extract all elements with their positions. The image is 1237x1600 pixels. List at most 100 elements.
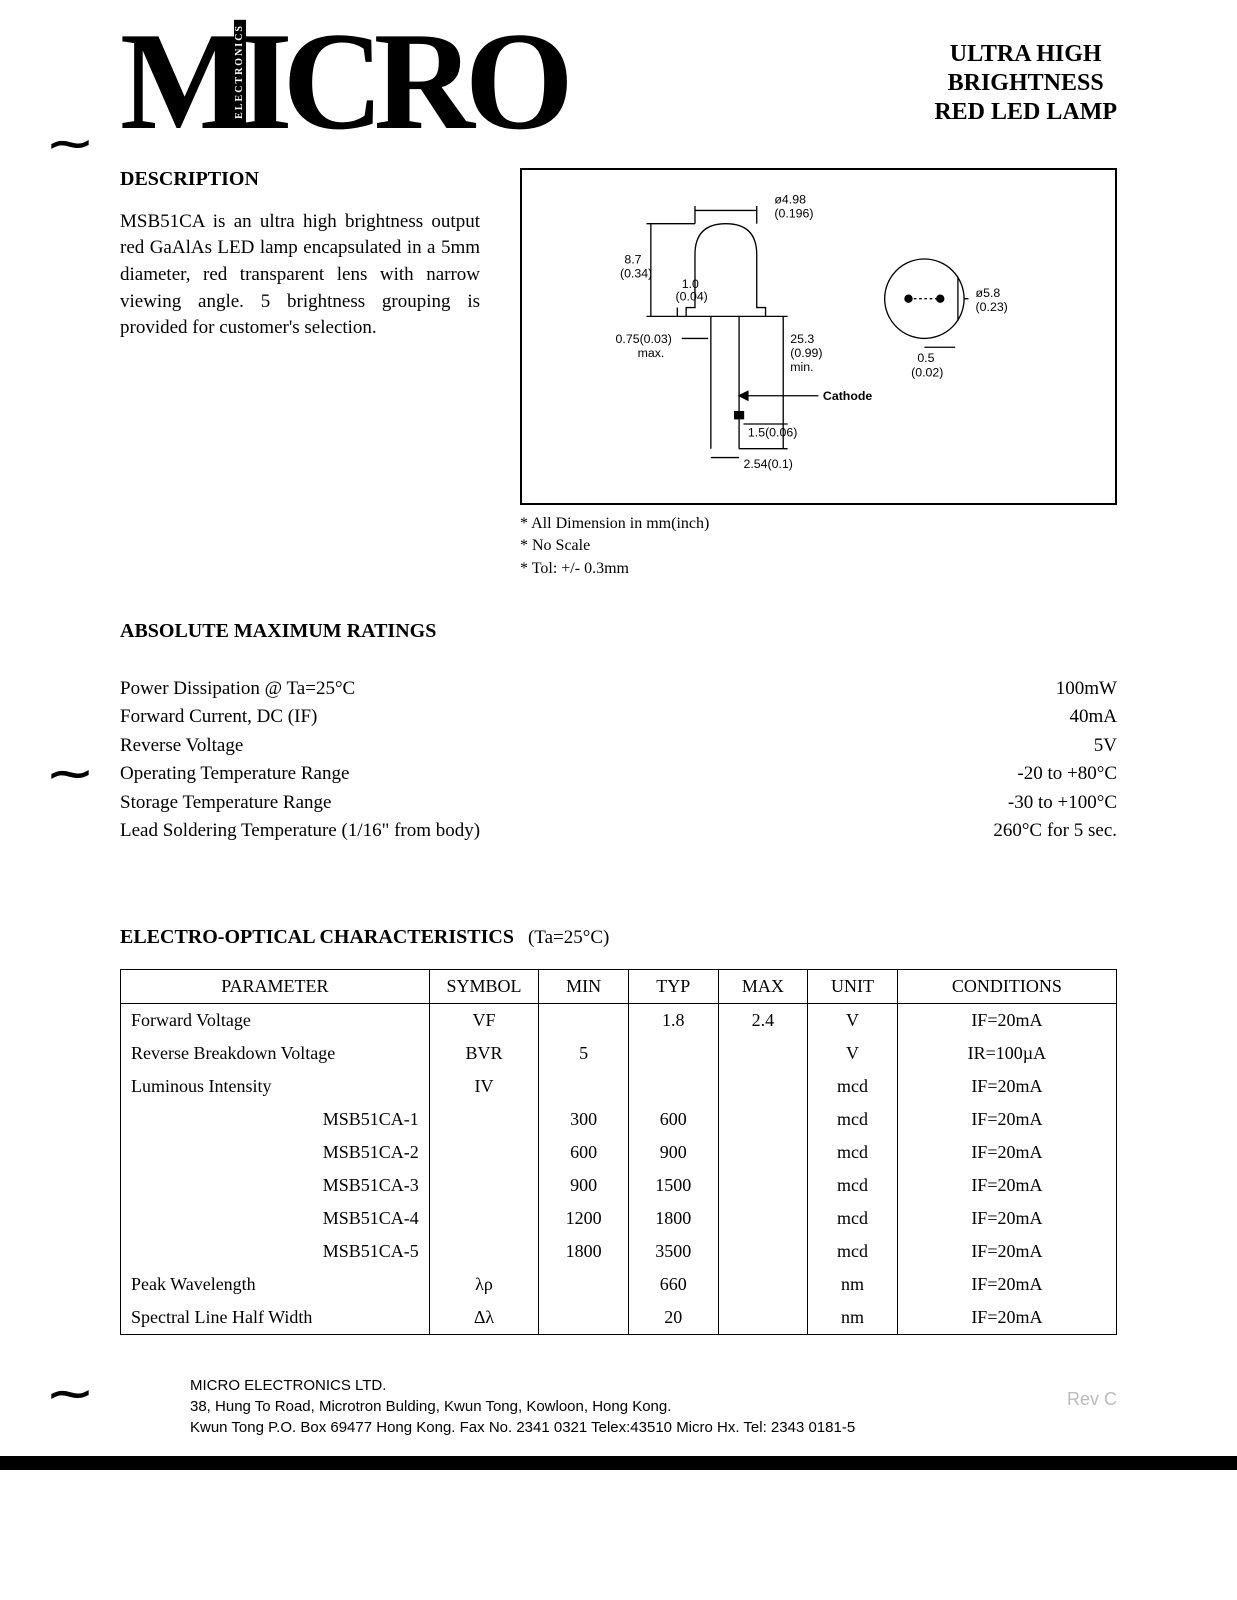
ratings-label: Forward Current, DC (IF) [120, 703, 317, 732]
svg-text:(0.23): (0.23) [976, 300, 1008, 314]
cell-max [718, 1070, 808, 1103]
cell-min [539, 1070, 629, 1103]
ratings-row: Storage Temperature Range -30 to +100°C [120, 789, 1117, 818]
col-min: MIN [539, 969, 629, 1003]
svg-text:(0.04): (0.04) [676, 289, 708, 303]
diagram-note: All Dimension in mm(inch) [520, 513, 1117, 535]
cell-parameter: Luminous Intensity [121, 1070, 430, 1103]
led-dimension-svg: 2.54(0.1) ø4.98 (0.196) 8.7 (0.34) 1.0 (… [536, 184, 1101, 484]
product-title-line: BRIGHTNESS [934, 69, 1117, 98]
ratings-row: Reverse Voltage5V [120, 732, 1117, 761]
cell-conditions: IF=20mA [897, 1169, 1116, 1202]
product-title: ULTRA HIGH BRIGHTNESS RED LED LAMP [934, 20, 1117, 126]
product-title-line: ULTRA HIGH [934, 40, 1117, 69]
cell-typ: 600 [628, 1103, 718, 1136]
cell-unit: mcd [808, 1136, 898, 1169]
cell-conditions: IF=20mA [897, 1003, 1116, 1037]
col-parameter: PARAMETER [121, 969, 430, 1003]
cell-typ: 900 [628, 1136, 718, 1169]
cell-min [539, 1268, 629, 1301]
cell-parameter: MSB51CA-3 [121, 1169, 430, 1202]
cell-typ: 20 [628, 1301, 718, 1335]
col-typ: TYP [628, 969, 718, 1003]
cell-conditions: IF=20mA [897, 1202, 1116, 1235]
scan-mark: ⁓ [50, 1370, 90, 1417]
svg-text:1.5(0.06): 1.5(0.06) [748, 425, 797, 439]
company-address: 38, Hung To Road, Microtron Bulding, Kwu… [190, 1396, 1117, 1417]
ratings-label: Power Dissipation @ Ta=25°C [120, 675, 355, 704]
cell-max [718, 1037, 808, 1070]
footer: MICRO ELECTRONICS LTD. 38, Hung To Road,… [120, 1375, 1117, 1438]
diagram-note: No Scale [520, 535, 1117, 557]
cell-symbol: λρ [429, 1268, 539, 1301]
table-row: MSB51CA-518003500mcdIF=20mA [121, 1235, 1117, 1268]
col-max: MAX [718, 969, 808, 1003]
description-section: DESCRIPTION MSB51CA is an ultra high bri… [120, 168, 480, 580]
cell-parameter: Reverse Breakdown Voltage [121, 1037, 430, 1070]
scan-mark: ⁓ [50, 120, 90, 167]
diagram-note: Tol: +/- 0.3mm [520, 558, 1117, 580]
cell-unit: mcd [808, 1070, 898, 1103]
col-symbol: SYMBOL [429, 969, 539, 1003]
product-title-line: RED LED LAMP [934, 98, 1117, 127]
cell-symbol: IV [429, 1070, 539, 1103]
cell-symbol [429, 1136, 539, 1169]
ratings-value: -30 to +100°C [1008, 789, 1117, 818]
company-name: MICRO ELECTRONICS LTD. [190, 1375, 1117, 1396]
cell-typ [628, 1070, 718, 1103]
cell-symbol [429, 1103, 539, 1136]
svg-text:0.5: 0.5 [917, 351, 934, 365]
cell-conditions: IR=100µA [897, 1037, 1116, 1070]
svg-text:25.3: 25.3 [790, 332, 814, 346]
cell-parameter: MSB51CA-2 [121, 1136, 430, 1169]
cell-conditions: IF=20mA [897, 1268, 1116, 1301]
eo-heading: ELECTRO-OPTICAL CHARACTERISTICS [120, 926, 514, 948]
cell-unit: mcd [808, 1169, 898, 1202]
cell-unit: V [808, 1037, 898, 1070]
revision-label: Rev C [1067, 1389, 1117, 1410]
svg-text:Cathode: Cathode [823, 389, 873, 403]
cell-max [718, 1301, 808, 1335]
scan-mark: ⁓ [50, 750, 90, 797]
cell-parameter: Forward Voltage [121, 1003, 430, 1037]
ratings-row: Power Dissipation @ Ta=25°C100mW [120, 675, 1117, 704]
cell-max [718, 1268, 808, 1301]
ratings-value: -20 to +80°C [1017, 760, 1117, 789]
ratings-label: Operating Temperature Range [120, 760, 349, 789]
ratings-section: ABSOLUTE MAXIMUM RATINGS Power Dissipati… [120, 620, 1117, 846]
svg-text:(0.99): (0.99) [790, 346, 822, 360]
diagram-section: 2.54(0.1) ø4.98 (0.196) 8.7 (0.34) 1.0 (… [520, 168, 1117, 580]
cell-symbol: VF [429, 1003, 539, 1037]
cell-symbol: Δλ [429, 1301, 539, 1335]
cell-parameter: Peak Wavelength [121, 1268, 430, 1301]
dimension-diagram: 2.54(0.1) ø4.98 (0.196) 8.7 (0.34) 1.0 (… [520, 168, 1117, 505]
cell-unit: nm [808, 1268, 898, 1301]
cell-symbol [429, 1235, 539, 1268]
description-heading: DESCRIPTION [120, 168, 480, 191]
cell-min: 1200 [539, 1202, 629, 1235]
svg-text:max.: max. [638, 346, 665, 360]
cell-symbol [429, 1202, 539, 1235]
svg-text:(0.196): (0.196) [774, 206, 813, 220]
cell-min: 300 [539, 1103, 629, 1136]
ratings-value: 260°C for 5 sec. [993, 817, 1117, 846]
diagram-notes: All Dimension in mm(inch) No Scale Tol: … [520, 513, 1117, 580]
ratings-label: Lead Soldering Temperature (1/16" from b… [120, 817, 480, 846]
page-bottom-bar [0, 1456, 1237, 1470]
eo-table: PARAMETER SYMBOL MIN TYP MAX UNIT CONDIT… [120, 969, 1117, 1335]
cell-typ: 1.8 [628, 1003, 718, 1037]
table-row: Spectral Line Half WidthΔλ20nmIF=20mA [121, 1301, 1117, 1335]
table-row: MSB51CA-412001800mcdIF=20mA [121, 1202, 1117, 1235]
electro-optical-section: ELECTRO-OPTICAL CHARACTERISTICS (Ta=25°C… [120, 926, 1117, 1335]
logo-vertical-text: ELECTRONICS [234, 20, 246, 123]
cell-typ: 3500 [628, 1235, 718, 1268]
ratings-label: Storage Temperature Range [120, 789, 331, 818]
cell-max [718, 1136, 808, 1169]
logo: M ELECTRONICS ICRO [120, 20, 564, 138]
description-text: MSB51CA is an ultra high brightness outp… [120, 209, 480, 342]
cell-conditions: IF=20mA [897, 1103, 1116, 1136]
cell-typ [628, 1037, 718, 1070]
svg-text:ø5.8: ø5.8 [976, 286, 1001, 300]
col-conditions: CONDITIONS [897, 969, 1116, 1003]
cell-parameter: MSB51CA-1 [121, 1103, 430, 1136]
